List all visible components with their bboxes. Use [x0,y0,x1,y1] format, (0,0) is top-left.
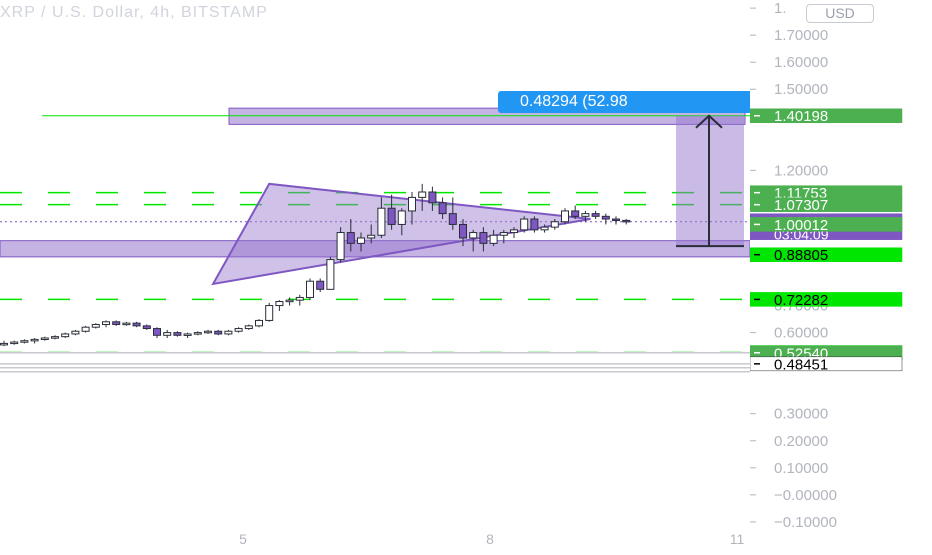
candle-body [163,332,172,336]
candle-body [326,259,335,290]
chart-plot-area[interactable]: XRP / U.S. Dollar, 4h, BITSTAMP 0.48294 … [0,0,750,530]
candle-body [469,232,478,239]
candle-body [571,210,580,217]
price-tick-label: 1. [774,0,787,17]
candle-body [255,319,263,327]
candle-body [530,218,539,231]
candle-body [0,342,8,346]
candle-body [581,213,590,217]
price-label-text: 1.40198 [774,108,828,125]
candle-body [122,322,131,326]
candle-body [204,330,212,334]
candle-body [71,330,80,335]
candle-body [265,305,274,321]
price-tick-label: −0.00000 [774,487,837,504]
candle-body [540,226,549,231]
candle-body [601,215,610,220]
candle-body [91,323,100,328]
candle-body [214,330,223,335]
candle-body [428,191,437,204]
candle-body [275,301,284,307]
price-label-text: 0.72282 [774,292,828,309]
candle-body [510,229,518,234]
candle-body [479,232,488,244]
price-tick-label: 0.20000 [774,433,828,450]
candle-body [438,202,447,215]
price-tick-label: 0.10000 [774,460,828,477]
price-tick-label: 0.60000 [774,325,828,342]
price-axis-scale[interactable]: 1.1.700001.600001.500001.200000.700000.6… [749,0,932,531]
candle-body [244,325,253,330]
candle-body [377,207,386,236]
time-axis-scale[interactable]: 5 8 11 [0,530,932,550]
candle-body [193,332,202,335]
candle-body [142,325,151,330]
price-label-box [749,247,903,262]
candle-body [183,333,192,336]
price-tick-label: 0.30000 [774,406,828,423]
symbol-title: XRP / U.S. Dollar, 4h, BITSTAMP [0,4,268,21]
currency-button[interactable]: USD [806,4,874,23]
price-label-box [749,108,903,123]
price-tick-label: −0.10000 [774,514,837,530]
candle-body [459,223,467,239]
candle-body [10,341,19,345]
price-label-box [749,356,903,372]
candle-body [102,321,110,325]
candle-body [387,207,396,225]
candle-body [20,340,29,343]
price-label-text: 1.00012 [774,217,828,234]
measure-tool-label: 0.48294 (52.98 [498,91,750,113]
time-tick-label: 11 [730,531,745,547]
candle-body [40,337,49,341]
candlestick-chart[interactable] [0,0,750,530]
price-tick-label: 1.20000 [774,162,828,179]
candle-body [306,280,314,298]
price-label-box [749,197,903,212]
candle-body [622,219,631,223]
price-label-text: 0.88805 [774,247,828,264]
candle-body [357,237,365,244]
candle-body [520,218,529,231]
price-tick-label: 1.50000 [774,81,828,98]
candle-body [612,218,620,222]
candle-body [367,234,376,239]
price-label-text: 0.48451 [774,356,828,373]
candle-body [132,322,141,327]
candle-body [489,234,498,244]
price-label-box [749,292,903,307]
price-tick-label: 1.70000 [774,27,828,44]
candle-body [591,213,600,217]
price-tick-label: 1.60000 [774,54,828,71]
candle-body [61,333,70,338]
price-axis[interactable]: 1.1.700001.600001.500001.200000.700000.6… [749,0,932,531]
candle-body [408,196,416,212]
candle-body [550,221,559,228]
price-label-box [749,217,903,232]
candle-body [295,296,304,301]
candle-body [81,326,90,332]
candle-body [112,321,121,325]
candle-body [448,213,457,225]
candle-body [30,338,39,342]
price-label-text: 1.07307 [774,197,828,214]
candle-body [224,330,233,335]
time-axis[interactable]: 5 8 11 [0,530,932,550]
candle-body [285,299,294,303]
measure-arrow-head [695,114,723,129]
candle-body [346,232,355,244]
candle-body [51,336,59,339]
time-tick-label: 5 [239,531,247,547]
candle-body [336,232,345,261]
candle-body [561,210,569,223]
candle-body [234,328,243,332]
candle-body [173,332,182,336]
candle-body [397,210,406,225]
candle-body [316,280,325,290]
time-tick-label: 8 [486,531,494,547]
candle-body [418,191,427,198]
candle-body [499,232,508,236]
candle-body [153,328,161,336]
